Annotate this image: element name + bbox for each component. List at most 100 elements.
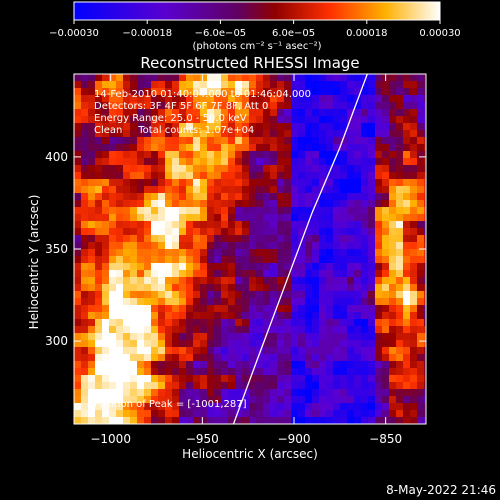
heatmap-cell bbox=[333, 361, 340, 368]
heatmap-cell bbox=[382, 249, 389, 256]
heatmap-cell bbox=[81, 319, 88, 326]
heatmap-cell bbox=[214, 375, 221, 382]
heatmap-cell bbox=[347, 95, 354, 102]
heatmap-cell bbox=[382, 102, 389, 109]
heatmap-cell bbox=[151, 256, 158, 263]
heatmap-cell bbox=[207, 249, 214, 256]
heatmap-cell bbox=[228, 249, 235, 256]
heatmap-cell bbox=[221, 137, 228, 144]
heatmap-cell bbox=[123, 298, 130, 305]
heatmap-cell bbox=[361, 137, 368, 144]
heatmap-cell bbox=[116, 116, 123, 123]
heatmap-cell bbox=[207, 228, 214, 235]
heatmap-cell bbox=[382, 284, 389, 291]
heatmap-cell bbox=[249, 270, 256, 277]
heatmap-cell bbox=[193, 396, 200, 403]
heatmap-cell bbox=[417, 88, 424, 95]
heatmap-cell bbox=[165, 144, 172, 151]
heatmap-cell bbox=[249, 235, 256, 242]
heatmap-cell bbox=[256, 95, 263, 102]
heatmap-cell bbox=[361, 242, 368, 249]
heatmap-cell bbox=[305, 144, 312, 151]
heatmap-cell bbox=[172, 242, 179, 249]
heatmap-cell bbox=[116, 158, 123, 165]
heatmap-cell bbox=[88, 249, 95, 256]
heatmap-cell bbox=[354, 277, 361, 284]
heatmap-cell bbox=[361, 130, 368, 137]
heatmap-cell bbox=[151, 417, 158, 424]
heatmap-cell bbox=[249, 326, 256, 333]
heatmap-cell bbox=[116, 95, 123, 102]
heatmap-cell bbox=[347, 263, 354, 270]
heatmap-cell bbox=[186, 298, 193, 305]
heatmap-cell bbox=[396, 158, 403, 165]
heatmap-cell bbox=[333, 158, 340, 165]
heatmap-cell bbox=[221, 347, 228, 354]
heatmap-cell bbox=[228, 242, 235, 249]
heatmap-cell bbox=[116, 137, 123, 144]
heatmap-cell bbox=[403, 130, 410, 137]
heatmap-cell bbox=[221, 235, 228, 242]
heatmap-cell bbox=[319, 123, 326, 130]
heatmap-cell bbox=[340, 116, 347, 123]
heatmap-cell bbox=[116, 228, 123, 235]
heatmap-cell bbox=[165, 221, 172, 228]
heatmap-cell bbox=[305, 102, 312, 109]
heatmap-cell bbox=[249, 375, 256, 382]
heatmap-cell bbox=[249, 403, 256, 410]
heatmap-cell bbox=[319, 102, 326, 109]
heatmap-cell bbox=[347, 200, 354, 207]
heatmap-cell bbox=[396, 417, 403, 424]
heatmap-cell bbox=[144, 298, 151, 305]
heatmap-cell bbox=[179, 389, 186, 396]
heatmap-cell bbox=[347, 144, 354, 151]
heatmap-cell bbox=[291, 235, 298, 242]
heatmap-cell bbox=[102, 172, 109, 179]
heatmap-cell bbox=[109, 312, 116, 319]
heatmap-cell bbox=[389, 165, 396, 172]
heatmap-cell bbox=[102, 361, 109, 368]
heatmap-cell bbox=[123, 221, 130, 228]
heatmap-cell bbox=[396, 291, 403, 298]
heatmap-cell bbox=[256, 81, 263, 88]
heatmap-cell bbox=[424, 382, 426, 389]
heatmap-cell bbox=[137, 95, 144, 102]
heatmap-cell bbox=[172, 137, 179, 144]
heatmap-cell bbox=[361, 109, 368, 116]
heatmap-cell bbox=[235, 214, 242, 221]
heatmap-cell bbox=[172, 396, 179, 403]
heatmap-cell bbox=[158, 228, 165, 235]
heatmap-cell bbox=[151, 284, 158, 291]
heatmap-cell bbox=[214, 396, 221, 403]
heatmap-cell bbox=[347, 207, 354, 214]
heatmap-cell bbox=[102, 193, 109, 200]
heatmap-cell bbox=[277, 354, 284, 361]
heatmap-cell bbox=[326, 137, 333, 144]
heatmap-cell bbox=[382, 410, 389, 417]
heatmap-cell bbox=[319, 200, 326, 207]
heatmap-cell bbox=[235, 81, 242, 88]
heatmap-cell bbox=[74, 270, 81, 277]
heatmap-cell bbox=[326, 102, 333, 109]
heatmap-cell bbox=[228, 235, 235, 242]
heatmap-cell bbox=[207, 326, 214, 333]
heatmap-cell bbox=[109, 165, 116, 172]
heatmap-cell bbox=[396, 333, 403, 340]
heatmap-cell bbox=[375, 305, 382, 312]
heatmap-cell bbox=[277, 116, 284, 123]
heatmap-cell bbox=[375, 123, 382, 130]
heatmap-cell bbox=[102, 340, 109, 347]
heatmap-cell bbox=[403, 221, 410, 228]
heatmap-cell bbox=[207, 172, 214, 179]
heatmap-cell bbox=[172, 228, 179, 235]
heatmap-cell bbox=[151, 102, 158, 109]
heatmap-cell bbox=[200, 186, 207, 193]
heatmap-cell bbox=[424, 396, 426, 403]
heatmap-cell bbox=[235, 193, 242, 200]
heatmap-cell bbox=[228, 256, 235, 263]
heatmap-cell bbox=[375, 235, 382, 242]
heatmap-cell bbox=[312, 368, 319, 375]
heatmap-cell bbox=[221, 382, 228, 389]
heatmap-cell bbox=[137, 207, 144, 214]
heatmap-cell bbox=[88, 326, 95, 333]
